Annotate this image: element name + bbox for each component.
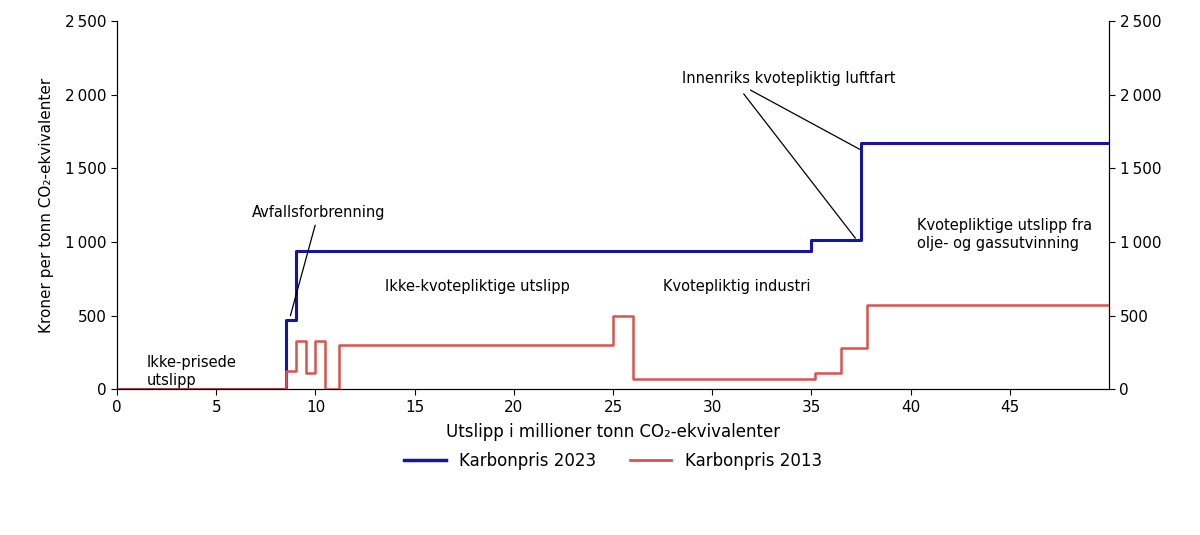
Text: Ikke-kvotepliktige utslipp: Ikke-kvotepliktige utslipp bbox=[385, 279, 570, 294]
X-axis label: Utslipp i millioner tonn CO₂-ekvivalenter: Utslipp i millioner tonn CO₂-ekvivalente… bbox=[446, 423, 780, 441]
Text: Kvotepliktig industri: Kvotepliktig industri bbox=[662, 279, 810, 294]
Y-axis label: Kroner per tonn CO₂-ekvivalenter: Kroner per tonn CO₂-ekvivalenter bbox=[38, 78, 54, 333]
Text: Ikke-prisede
utslipp: Ikke-prisede utslipp bbox=[146, 355, 236, 388]
Legend: Karbonpris 2023, Karbonpris 2013: Karbonpris 2023, Karbonpris 2013 bbox=[397, 445, 828, 477]
Text: Innenriks kvotepliktig luftfart: Innenriks kvotepliktig luftfart bbox=[683, 71, 896, 86]
Text: Avfallsforbrenning: Avfallsforbrenning bbox=[252, 205, 385, 316]
Text: Kvotepliktige utslipp fra
olje- og gassutvinning: Kvotepliktige utslipp fra olje- og gassu… bbox=[917, 218, 1092, 251]
